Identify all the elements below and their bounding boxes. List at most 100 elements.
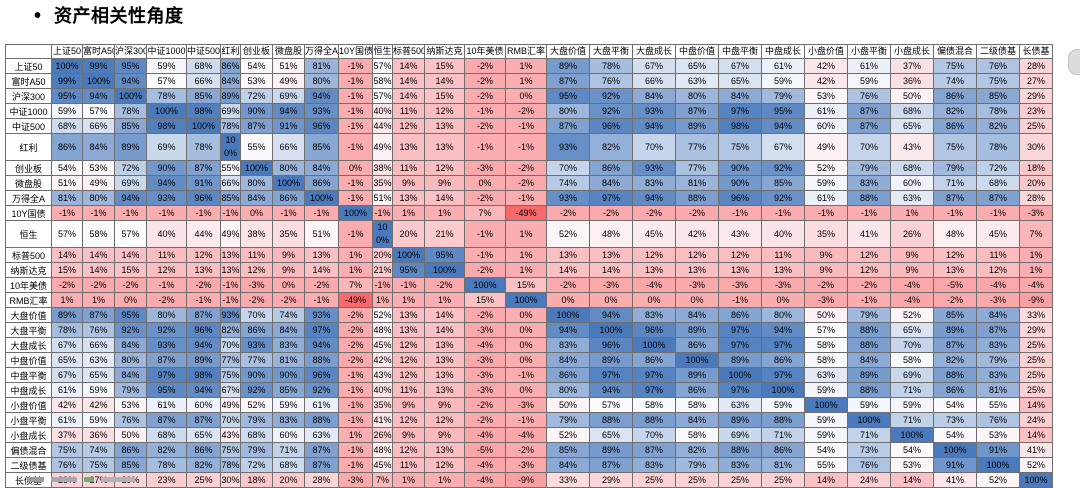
cell: 9%	[272, 247, 305, 263]
table-row: 中证500 68% 66% 85% 98% 100% 78% 87% 91% 96% -1% 44% 1…	[5, 118, 1053, 134]
cell: 20%	[392, 220, 425, 248]
cell: 53%	[82, 160, 115, 176]
cell: 84%	[304, 160, 339, 176]
cell: 13%	[424, 133, 465, 161]
row-header: 大盘价值	[5, 307, 52, 323]
cell: 100%	[186, 118, 221, 134]
cell: 75%	[220, 442, 241, 458]
cell: 43%	[372, 367, 393, 383]
cell: 38%	[372, 160, 393, 176]
cell: 69%	[220, 103, 241, 119]
cell: 100%	[338, 205, 373, 221]
cell: -5%	[464, 442, 506, 458]
cell: 36%	[890, 73, 934, 89]
cell: 11%	[240, 247, 273, 263]
cell: 42%	[804, 58, 848, 74]
cell: 40%	[761, 220, 805, 248]
cell: 14%	[546, 262, 590, 278]
cell: 61%	[51, 412, 83, 428]
cell: 13%	[424, 382, 465, 398]
cell: 74%	[82, 442, 115, 458]
cell: 65%	[890, 322, 934, 338]
cell: 84%	[240, 190, 273, 206]
table-row: 恒生 57% 58% 57% 40% 44% 49% 38% 35% 51% -1% 100% 20% 2…	[5, 220, 1053, 248]
cell: 25%	[1019, 367, 1053, 383]
cell: -3%	[1019, 205, 1053, 221]
cell: -1%	[114, 205, 147, 221]
cell: 42%	[675, 220, 719, 248]
cell: 86%	[220, 58, 241, 74]
cell: 18%	[1019, 160, 1053, 176]
cell: 13%	[424, 442, 465, 458]
cell: 75%	[976, 73, 1020, 89]
table-row: 纳斯达克 15% 14% 15% 12% 13% 13% 12% 9% 14% 1% 21% 95% 10…	[5, 262, 1053, 278]
cell: -2%	[589, 205, 633, 221]
cell: 25%	[1019, 382, 1053, 398]
cell: 70%	[220, 337, 241, 353]
cell: 89%	[718, 352, 762, 368]
cell: 12%	[976, 262, 1020, 278]
cell: 61%	[761, 58, 805, 74]
cell: 82%	[589, 133, 633, 161]
col-header: 中盘成长	[761, 44, 805, 59]
row-header: 小盘成长	[5, 427, 52, 443]
cell: 87%	[847, 103, 891, 119]
cell: 77%	[675, 133, 719, 161]
cell: 92%	[240, 382, 273, 398]
cell: 9%	[392, 397, 425, 413]
table-row: 微盘股 51% 49% 69% 94% 91% 66% 80% 100% 86% -1% 35% 9% 9…	[5, 175, 1053, 191]
cell: -3%	[589, 277, 633, 293]
row-header: 中证500	[5, 118, 52, 134]
cell: 91%	[272, 118, 305, 134]
cell: 86%	[240, 322, 273, 338]
cell: 87%	[186, 412, 221, 428]
cell: 69%	[890, 367, 934, 383]
cell: 89%	[220, 88, 241, 104]
cell: 99%	[51, 73, 83, 89]
cell: 94%	[632, 118, 676, 134]
table-row: 大盘价值 89% 87% 95% 80% 87% 93% 70% 74% 93% -2% 52% 13%…	[5, 307, 1053, 323]
cell: -1%	[338, 103, 373, 119]
cell: 100%	[272, 175, 305, 191]
cell: 73%	[847, 442, 891, 458]
cell: 58%	[804, 352, 848, 368]
cell: -1%	[718, 205, 762, 221]
cell: 12%	[424, 103, 465, 119]
cell: 100%	[804, 397, 848, 413]
cell: 14%	[424, 73, 465, 89]
cell: 85%	[186, 88, 221, 104]
cell: 100%	[424, 262, 465, 278]
col-header: 微盘股	[272, 44, 305, 59]
cell: 70%	[632, 427, 676, 443]
cell: 51%	[272, 58, 305, 74]
cell: 90%	[240, 367, 273, 383]
cell: 20%	[372, 247, 393, 263]
cell: 63%	[804, 367, 848, 383]
cell: -3%	[505, 457, 547, 473]
cell: -1%	[847, 292, 891, 308]
scrollbar-thumb[interactable]	[1068, 49, 1080, 75]
cell: 81%	[51, 190, 83, 206]
cell: 48%	[933, 220, 977, 248]
cell: -4%	[464, 427, 506, 443]
cell: 83%	[632, 175, 676, 191]
cell: 13%	[220, 247, 241, 263]
cell: 65%	[890, 118, 934, 134]
cell: 68%	[976, 175, 1020, 191]
cell: 0%	[505, 337, 547, 353]
table-row: 中盘成长 61% 59% 79% 95% 94% 67% 92% 85% 92% -1% 40% 11%…	[5, 382, 1053, 398]
cell: 85%	[761, 175, 805, 191]
cell: -2%	[186, 277, 221, 293]
cell: 36%	[82, 427, 115, 443]
row-header: 偏债混合	[5, 442, 52, 458]
cell: 59%	[146, 58, 187, 74]
cell: 13%	[546, 247, 590, 263]
row-header: 中盘价值	[5, 352, 52, 368]
cell: 45%	[976, 220, 1020, 248]
cell: 28%	[304, 472, 339, 488]
cell: 92%	[146, 322, 187, 338]
cell: 24%	[847, 472, 891, 488]
cell: 89%	[718, 412, 762, 428]
cell: 88%	[718, 442, 762, 458]
cell: 21%	[372, 262, 393, 278]
